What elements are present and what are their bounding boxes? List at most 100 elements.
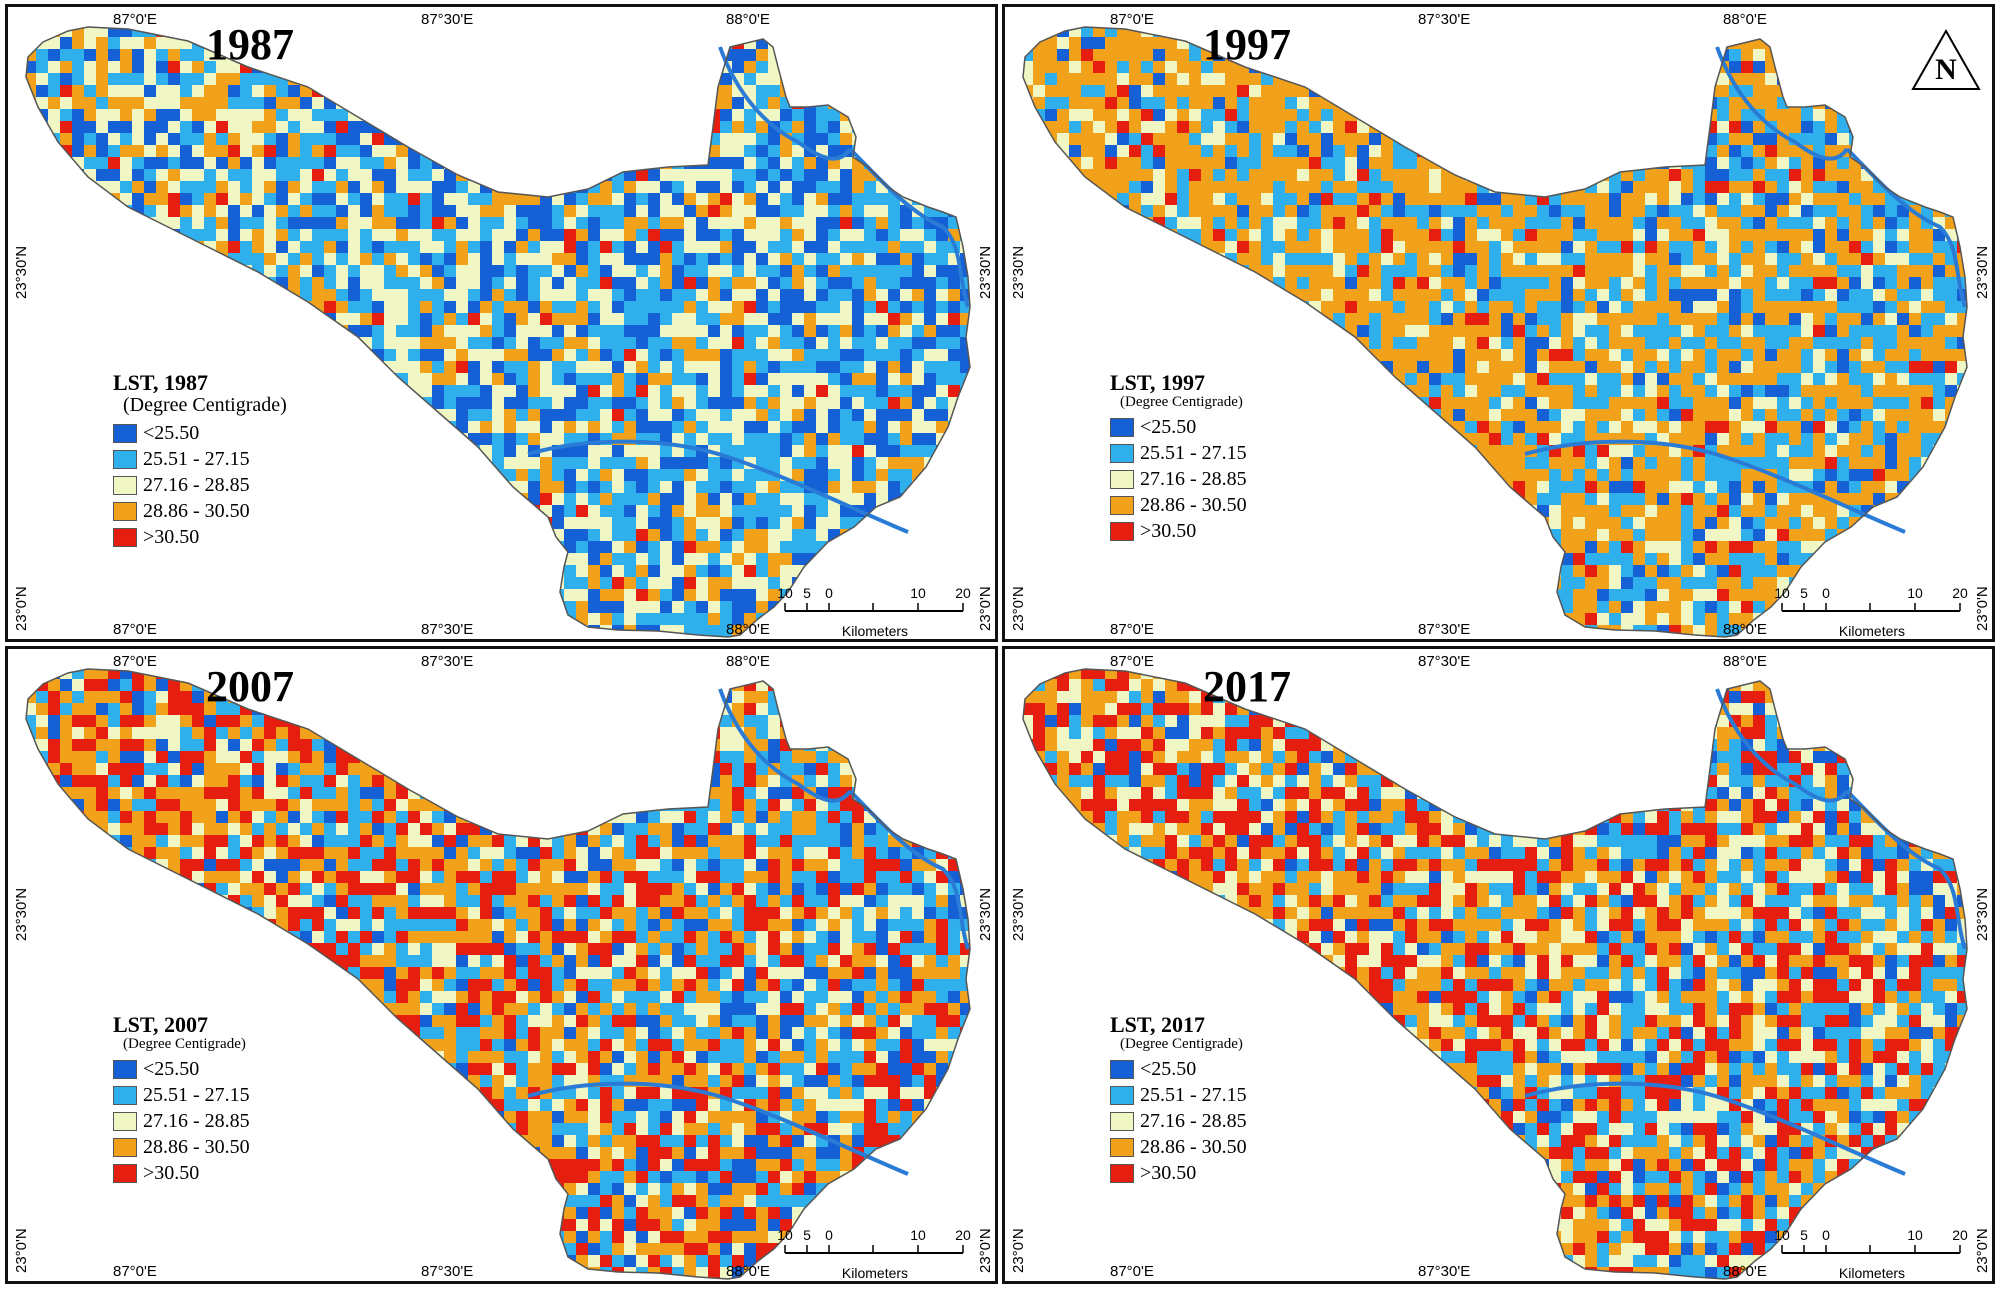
legend-label: >30.50	[143, 525, 200, 548]
lst-raster-map	[1022, 668, 1968, 1280]
scale-unit: Kilometers	[1838, 623, 1906, 639]
study-area-boundary	[25, 668, 971, 1280]
legend-label: <25.50	[1140, 416, 1197, 439]
legend-label: >30.50	[1140, 520, 1197, 543]
scale-tick-label: 10	[910, 585, 926, 601]
lon-label-top: 87°0'E	[1110, 11, 1154, 28]
lon-label-top: 87°0'E	[113, 11, 157, 28]
map-year-title: 2007	[206, 662, 294, 711]
legend-swatch	[113, 1138, 137, 1158]
legend-unit: (Degree Centigrade)	[1120, 394, 1243, 411]
legend-label: 25.51 - 27.15	[1140, 1084, 1247, 1107]
map-panel-1997: 1997 87°0'E 87°30'E 88°0'E 87°0'E 87°30'E 88°0…	[1002, 4, 1995, 642]
lon-label-bottom: 88°0'E	[1723, 621, 1767, 638]
scale-tick-label: 10	[1774, 1227, 1790, 1243]
study-area-boundary	[25, 26, 971, 638]
scale-tick-label: 0	[1822, 1227, 1830, 1243]
lat-label-left: 23°30'N	[13, 887, 30, 941]
lon-label-bottom: 87°30'E	[1418, 621, 1471, 638]
lst-class-pixels	[26, 669, 970, 1279]
legend-swatch	[113, 1060, 137, 1080]
scale-unit: Kilometers	[841, 623, 909, 639]
map-legend: LST, 2017 (Degree Centigrade) <25.50 25.51 …	[1110, 1013, 1247, 1187]
legend-item: 27.16 - 28.85	[113, 472, 287, 498]
scale-bar-graphic	[784, 603, 964, 612]
lst-class-pixels	[1023, 27, 1967, 637]
legend-label: 27.16 - 28.85	[1140, 1110, 1247, 1133]
map-panel-1987: 1987 87°0'E 87°30'E 88°0'E 87°0'E 87°30'E 88°0…	[5, 4, 998, 642]
legend-swatch	[1110, 496, 1134, 516]
legend-item: <25.50	[113, 420, 287, 446]
map-panel-2007: 2007 87°0'E 87°30'E 88°0'E 87°0'E 87°30'E 88°0…	[5, 646, 998, 1284]
scale-tick-label: 10	[777, 1227, 793, 1243]
lon-label-top: 88°0'E	[726, 11, 770, 28]
scale-tick-label: 10	[1907, 585, 1923, 601]
lon-label-top: 88°0'E	[1723, 653, 1767, 670]
lst-raster-map	[1022, 26, 1968, 638]
lat-label-left: 23°30'N	[1010, 245, 1027, 299]
lon-label-top: 87°30'E	[1418, 11, 1471, 28]
lon-label-bottom: 87°0'E	[1110, 621, 1154, 638]
legend-swatch	[113, 1086, 137, 1106]
lat-label-left: 23°0'N	[13, 586, 30, 631]
map-legend: LST, 2007 (Degree Centigrade) <25.50 25.51 …	[113, 1013, 250, 1187]
legend-swatch	[113, 449, 137, 469]
legend-item: 28.86 - 30.50	[113, 1135, 250, 1161]
lst-class-pixels	[1023, 669, 1967, 1279]
lon-label-top: 87°0'E	[113, 653, 157, 670]
legend-unit: (Degree Centigrade)	[1120, 1036, 1243, 1053]
legend-label: <25.50	[1140, 1058, 1197, 1081]
legend-swatch	[1110, 1086, 1134, 1106]
lon-label-top: 87°0'E	[1110, 653, 1154, 670]
lon-label-bottom: 87°30'E	[1418, 1263, 1471, 1280]
river-line	[718, 46, 852, 161]
legend-item: 25.51 - 27.15	[1110, 1083, 1247, 1109]
legend-item: 25.51 - 27.15	[1110, 441, 1247, 467]
lon-label-bottom: 88°0'E	[1723, 1263, 1767, 1280]
legend-label: >30.50	[1140, 1162, 1197, 1185]
lst-raster-map	[25, 26, 971, 638]
lon-label-bottom: 87°0'E	[1110, 1263, 1154, 1280]
map-legend: LST, 1997 (Degree Centigrade) <25.50 25.51 …	[1110, 371, 1247, 545]
scale-tick-label: 10	[1907, 1227, 1923, 1243]
lat-label-right: 23°0'N	[1974, 586, 1991, 631]
scale-tick-label: 0	[1822, 585, 1830, 601]
north-label: N	[1935, 53, 1957, 86]
scale-tick-label: 5	[1800, 585, 1808, 601]
river-line	[1524, 439, 1906, 534]
scale-tick-label: 20	[955, 1227, 971, 1243]
legend-item: 27.16 - 28.85	[113, 1109, 250, 1135]
legend-item: 27.16 - 28.85	[1110, 467, 1247, 493]
river-line	[1715, 46, 1849, 161]
lon-label-bottom: 87°30'E	[421, 1263, 474, 1280]
scale-tick-label: 20	[1952, 1227, 1968, 1243]
scale-bar: 10 5 0 10 20 Kilometers	[777, 585, 971, 639]
river-line	[718, 688, 852, 803]
lon-label-bottom: 88°0'E	[726, 1263, 770, 1280]
legend-label: <25.50	[143, 421, 200, 444]
legend-swatch	[1110, 418, 1134, 438]
scale-tick-label: 10	[910, 1227, 926, 1243]
legend-label: 25.51 - 27.15	[143, 447, 250, 470]
legend-item: 28.86 - 30.50	[113, 498, 287, 524]
scale-bar-graphic	[1781, 603, 1961, 612]
scale-bar: 10 5 0 10 20 Kilometers	[1774, 585, 1968, 639]
scale-tick-label: 20	[1952, 585, 1968, 601]
lon-label-top: 88°0'E	[726, 653, 770, 670]
river-line	[1524, 1081, 1906, 1176]
legend-label: >30.50	[143, 1162, 200, 1185]
map-panel-2017: 2017 87°0'E 87°30'E 88°0'E 87°0'E 87°30'E 88°0…	[1002, 646, 1995, 1284]
lat-label-left: 23°0'N	[13, 1228, 30, 1273]
legend-label: 28.86 - 30.50	[1140, 1136, 1247, 1159]
legend-item: >30.50	[113, 1161, 250, 1187]
map-year-title: 2017	[1203, 662, 1291, 711]
lat-label-right: 23°0'N	[977, 586, 994, 631]
legend-label: <25.50	[143, 1058, 200, 1081]
lat-label-right: 23°0'N	[1974, 1228, 1991, 1273]
lon-label-bottom: 87°0'E	[113, 1263, 157, 1280]
legend-swatch	[113, 423, 137, 443]
lat-label-left: 23°30'N	[1010, 887, 1027, 941]
lat-label-right: 23°0'N	[977, 1228, 994, 1273]
legend-item: <25.50	[113, 1057, 250, 1083]
legend-unit: (Degree Centigrade)	[123, 1036, 246, 1053]
